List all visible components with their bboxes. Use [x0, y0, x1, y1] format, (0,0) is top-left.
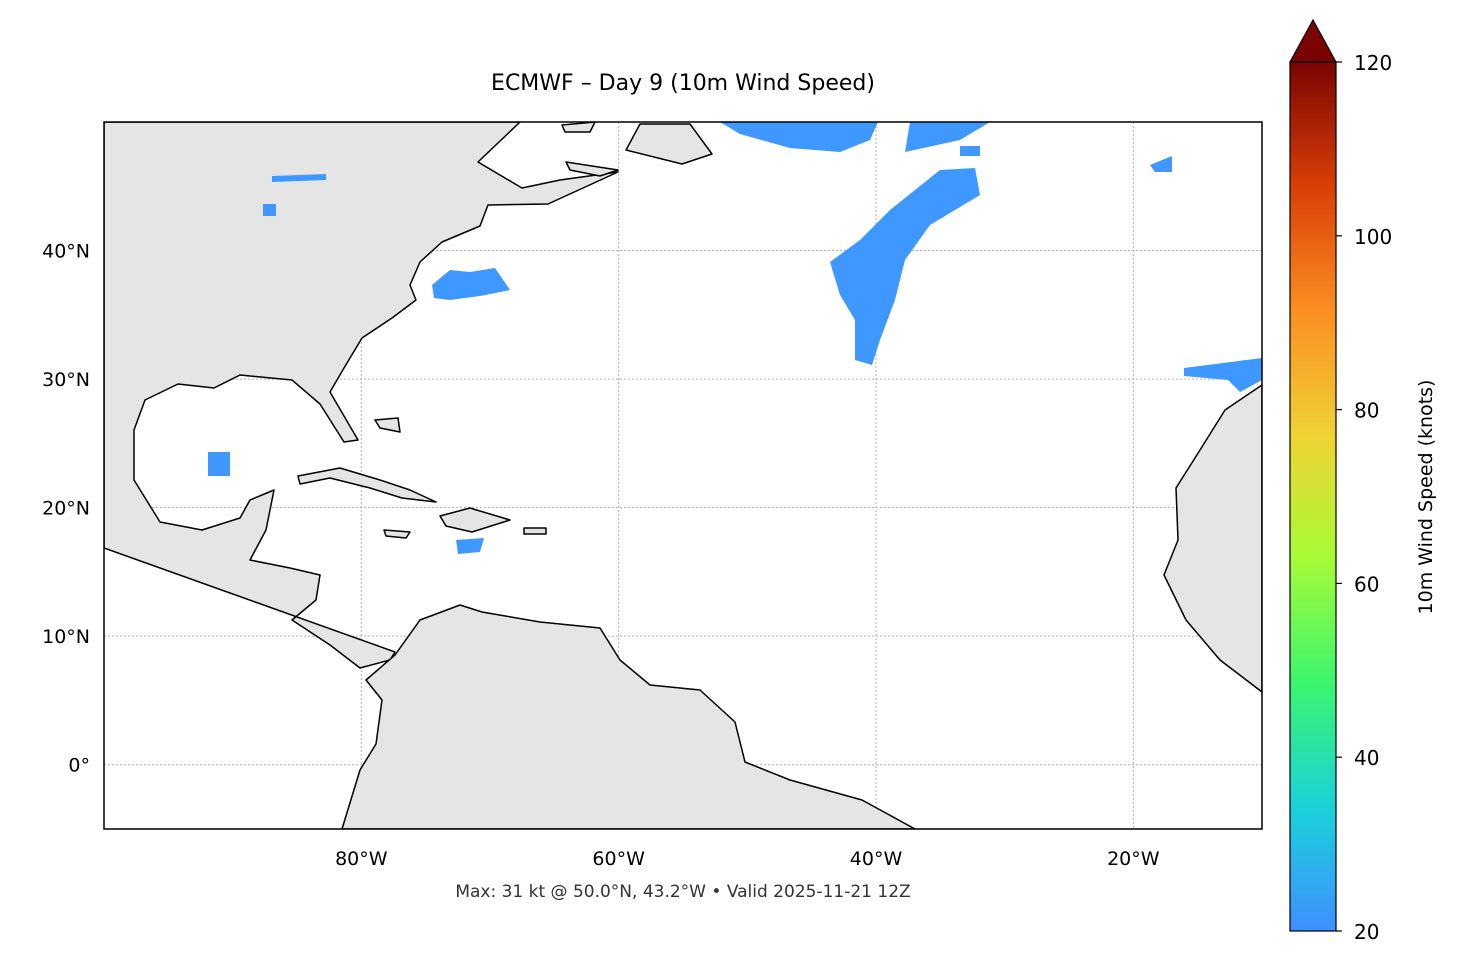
colorbar-scale: [1289, 61, 1337, 932]
land: [374, 417, 401, 433]
colorbar-tick-label: 80: [1354, 399, 1379, 423]
y-tick-label: 0°: [68, 755, 90, 777]
y-tick-label: 20°N: [42, 498, 90, 520]
colorbar-tick-label: 100: [1354, 225, 1392, 249]
colorbar-tick-label: 120: [1354, 51, 1392, 75]
wind-area: [905, 122, 990, 152]
wind-area: [1150, 156, 1172, 172]
wind-area: [830, 168, 980, 365]
y-tick-label: 10°N: [42, 626, 90, 648]
map: [104, 122, 1262, 829]
wind-area: [272, 174, 326, 182]
land: [439, 507, 511, 533]
chart-title: ECMWF – Day 9 (10m Wind Speed): [491, 71, 875, 96]
wind-area: [263, 204, 276, 216]
wind-area: [960, 146, 980, 156]
x-tick-label: 80°W: [335, 848, 388, 870]
land: [341, 604, 916, 829]
x-tick-label: 40°W: [850, 848, 903, 870]
wind-area: [1184, 358, 1262, 392]
x-tick-label: 20°W: [1107, 848, 1160, 870]
wind-areas: [208, 122, 1262, 554]
land: [523, 527, 547, 535]
colorbar-tick-label: 20: [1354, 920, 1379, 944]
colorbar-tick-label: 60: [1354, 572, 1379, 596]
colorbar-extend: [1288, 18, 1338, 63]
colorbar: 20 40 60 80 100 120: [1288, 18, 1392, 944]
land: [104, 122, 619, 669]
wind-area: [432, 268, 510, 300]
land: [383, 529, 411, 539]
wind-area: [208, 452, 230, 476]
plot-frame: [103, 121, 1263, 830]
colorbar-tick-label: 40: [1354, 746, 1379, 770]
y-tick-label: 40°N: [42, 241, 90, 263]
colorbar-label: 10m Wind Speed (knots): [1415, 380, 1437, 615]
y-tick-label: 30°N: [42, 369, 90, 391]
land: [565, 161, 619, 177]
wind-area: [456, 538, 484, 554]
land: [625, 123, 713, 165]
wind-area: [720, 122, 878, 152]
axes: 80°W 60°W 40°W 20°W 0° 10°N 20°N 30°N 40°N: [42, 241, 1160, 870]
land: [1163, 384, 1262, 693]
land: [561, 122, 596, 133]
x-tick-label: 60°W: [592, 848, 645, 870]
annotation: Max: 31 kt @ 50.0°N, 43.2°W • Valid 2025…: [455, 882, 910, 902]
land: [297, 467, 437, 503]
